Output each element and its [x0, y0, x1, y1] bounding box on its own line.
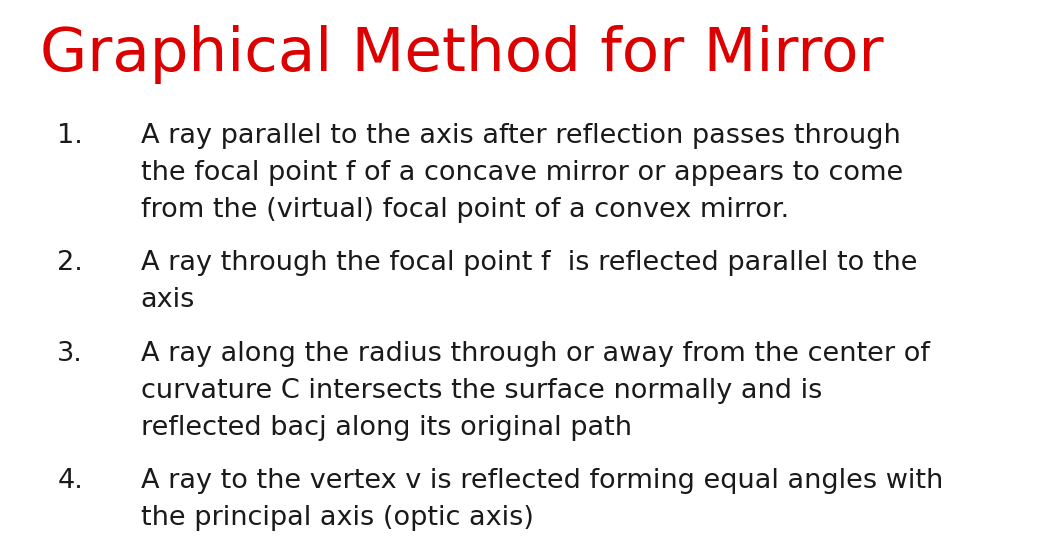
Text: 2.: 2.: [57, 250, 83, 276]
Text: the principal axis (optic axis): the principal axis (optic axis): [141, 505, 534, 531]
Text: 1.: 1.: [57, 123, 83, 149]
Text: Graphical Method for Mirror: Graphical Method for Mirror: [40, 25, 884, 83]
Text: 4.: 4.: [57, 468, 83, 494]
Text: A ray parallel to the axis after reflection passes through: A ray parallel to the axis after reflect…: [141, 123, 900, 149]
Text: 3.: 3.: [57, 341, 83, 367]
Text: A ray through the focal point f  is reflected parallel to the: A ray through the focal point f is refle…: [141, 250, 917, 276]
Text: axis: axis: [141, 287, 195, 313]
Text: the focal point f of a concave mirror or appears to come: the focal point f of a concave mirror or…: [141, 160, 903, 186]
Text: reflected bacj along its original path: reflected bacj along its original path: [141, 415, 631, 441]
Text: A ray along the radius through or away from the center of: A ray along the radius through or away f…: [141, 341, 929, 367]
Text: curvature C intersects the surface normally and is: curvature C intersects the surface norma…: [141, 378, 822, 404]
Text: A ray to the vertex v is reflected forming equal angles with: A ray to the vertex v is reflected formi…: [141, 468, 943, 494]
Text: from the (virtual) focal point of a convex mirror.: from the (virtual) focal point of a conv…: [141, 197, 789, 223]
